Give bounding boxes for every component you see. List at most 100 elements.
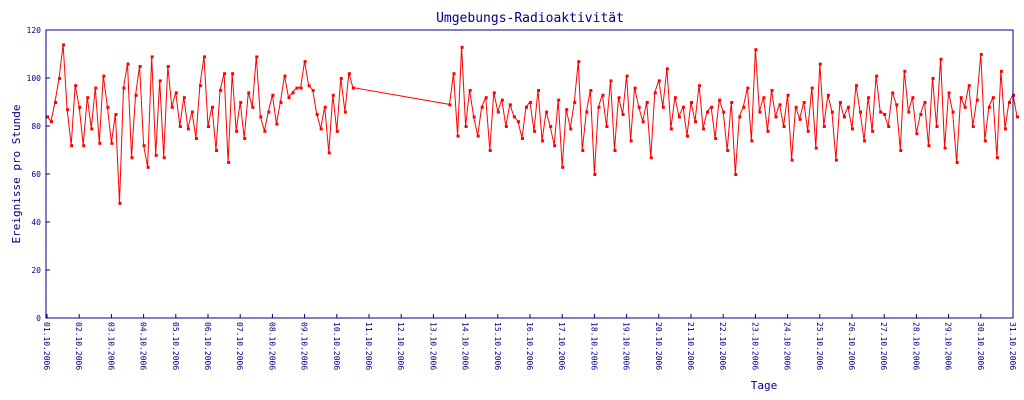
data-point — [581, 149, 585, 152]
data-point — [758, 110, 762, 114]
x-tick-label: 25.10.2006 — [815, 322, 824, 370]
data-point — [339, 77, 343, 80]
data-point — [537, 89, 541, 92]
data-point — [617, 96, 621, 100]
data-point — [267, 110, 271, 114]
data-point — [931, 77, 935, 80]
data-point — [995, 156, 999, 160]
data-point — [54, 101, 58, 104]
data-point — [70, 144, 74, 148]
data-point — [553, 144, 557, 148]
data-point — [303, 60, 307, 64]
data-point — [830, 110, 834, 114]
data-point — [283, 74, 287, 78]
data-point — [323, 105, 327, 109]
data-point — [182, 96, 186, 100]
data-point — [235, 129, 239, 133]
data-point — [279, 101, 283, 104]
data-point — [315, 113, 319, 116]
data-point — [460, 45, 464, 49]
data-point — [162, 156, 166, 160]
data-point — [859, 110, 863, 114]
data-point — [943, 146, 947, 150]
x-axis-label: Tage — [751, 379, 778, 392]
data-point — [734, 173, 738, 176]
data-point — [641, 120, 645, 124]
data-point — [919, 113, 923, 116]
data-point — [710, 105, 714, 109]
data-point — [694, 120, 698, 124]
data-point — [645, 101, 649, 104]
y-tick-label: 40 — [31, 218, 41, 227]
data-point — [484, 96, 488, 100]
data-point — [516, 120, 520, 124]
data-point — [754, 48, 758, 52]
y-tick-label: 120 — [27, 26, 42, 35]
x-tick-label: 22.10.2006 — [718, 322, 727, 370]
data-point — [186, 127, 190, 131]
x-tick-label: 12.10.2006 — [396, 322, 405, 370]
data-point — [851, 127, 854, 131]
data-point — [90, 127, 94, 131]
data-point — [114, 113, 118, 116]
data-point — [601, 93, 605, 97]
data-point — [178, 125, 182, 128]
y-tick-label: 60 — [31, 170, 41, 179]
data-point — [504, 125, 508, 128]
data-point — [589, 89, 593, 92]
y-axis: 0 20 40 60 80 100 120 — [27, 26, 50, 323]
data-point — [706, 110, 710, 114]
data-point — [887, 125, 891, 128]
data-point — [287, 96, 291, 100]
y-axis-label: Ereignisse pro Stunde — [10, 104, 23, 243]
data-point — [134, 93, 138, 97]
data-point — [746, 86, 750, 90]
data-point — [247, 91, 251, 95]
data-point — [130, 156, 134, 160]
data-point — [557, 98, 561, 102]
data-point — [673, 96, 677, 100]
x-tick-label: 14.10.2006 — [461, 322, 470, 370]
data-point — [625, 74, 629, 78]
data-point — [883, 113, 887, 116]
x-tick-label: 20.10.2006 — [654, 322, 663, 370]
data-point — [239, 101, 243, 104]
data-point — [46, 115, 49, 119]
data-point — [677, 115, 681, 119]
data-point — [613, 149, 617, 152]
x-tick-label: 21.10.2006 — [686, 322, 695, 370]
data-point — [975, 98, 979, 102]
x-tick-label: 31.10.2006 — [1008, 322, 1017, 370]
data-point — [657, 79, 661, 83]
data-point — [855, 84, 859, 88]
data-point — [766, 129, 770, 133]
data-point — [649, 156, 653, 160]
data-point — [154, 153, 158, 157]
data-point — [605, 125, 609, 128]
data-point — [468, 89, 472, 92]
data-point — [231, 72, 235, 76]
data-point — [714, 137, 718, 140]
x-tick-label: 09.10.2006 — [300, 322, 309, 370]
data-point — [243, 137, 247, 140]
data-point — [597, 105, 601, 109]
data-point — [488, 149, 492, 152]
data-point — [867, 96, 871, 100]
data-point — [122, 86, 126, 90]
data-point — [722, 110, 726, 114]
x-tick-label: 10.10.2006 — [332, 322, 341, 370]
data-point — [661, 105, 665, 109]
data-point — [947, 91, 951, 95]
data-point — [838, 101, 842, 104]
data-point — [963, 105, 967, 109]
x-tick-label: 30.10.2006 — [976, 322, 985, 370]
data-point — [951, 110, 955, 114]
data-point — [818, 62, 822, 66]
data-point — [319, 127, 323, 131]
data-point — [935, 125, 939, 128]
data-point — [1003, 127, 1007, 131]
data-point — [1007, 101, 1011, 104]
data-point — [907, 110, 911, 114]
data-point — [939, 57, 943, 61]
data-point — [834, 158, 838, 162]
